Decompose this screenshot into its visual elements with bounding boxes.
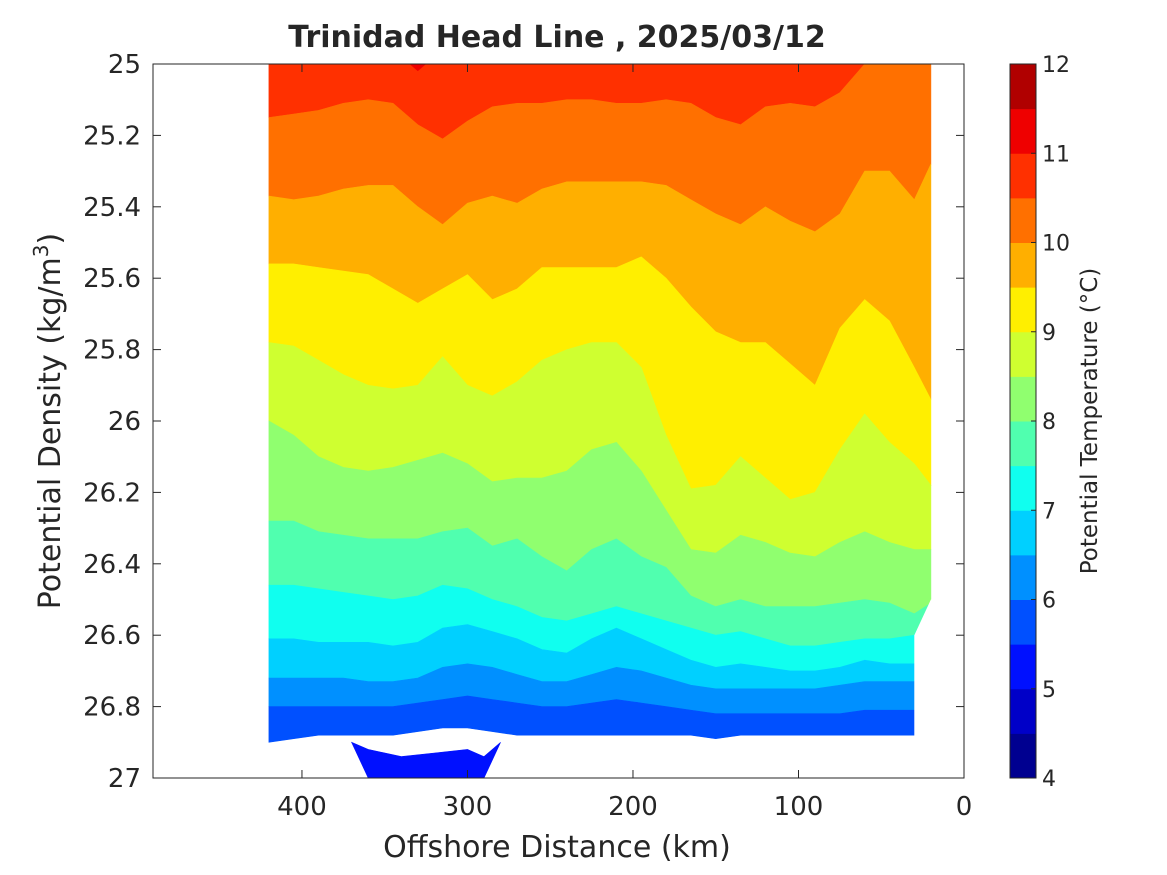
y-tick-label: 27 xyxy=(108,764,141,794)
colorbar-tick-label: 10 xyxy=(1042,232,1070,257)
y-axis: 25 25.2 25.4 25.6 25.8 26 26.2 26.4 26.6 26.8 27 xyxy=(83,50,964,794)
y-tick-label: 26.8 xyxy=(83,693,141,723)
y-tick-label: 26 xyxy=(108,407,141,437)
colorbar-segment xyxy=(1010,331,1036,377)
y-tick-label: 25.4 xyxy=(83,193,141,223)
chart-title: Trinidad Head Line , 2025/03/12 xyxy=(288,20,825,55)
x-axis-label: Offshore Distance (km) xyxy=(383,830,731,865)
colorbar-segment xyxy=(1010,153,1036,199)
colorbar-tick-label: 6 xyxy=(1042,589,1056,614)
x-axis: 400 300 200 100 0 xyxy=(277,64,972,822)
x-tick-label: 200 xyxy=(608,792,658,822)
y-axis-label-end: ) xyxy=(33,233,68,245)
colorbar-segment xyxy=(1010,197,1036,243)
colorbar-segment xyxy=(1010,510,1036,556)
colorbar-tick-label: 8 xyxy=(1042,410,1056,435)
y-tick-label: 25.2 xyxy=(83,121,141,151)
x-tick-label: 0 xyxy=(956,792,973,822)
colorbar-segment xyxy=(1010,376,1036,422)
x-tick-label: 100 xyxy=(774,792,824,822)
y-axis-label-superscript: 3 xyxy=(29,244,53,257)
colorbar-segment xyxy=(1010,465,1036,511)
colorbar-segment xyxy=(1010,599,1036,645)
colorbar-tick-label: 12 xyxy=(1042,53,1070,78)
y-axis-label: Potential Density (kg/m3) xyxy=(29,233,68,609)
colorbar-tick-label: 11 xyxy=(1042,142,1070,167)
colorbar-segment xyxy=(1010,554,1036,600)
colorbar-segment xyxy=(1010,733,1036,779)
colorbar: 4 5 6 7 8 9 10 11 12 xyxy=(1009,53,1070,792)
y-tick-label: 26.4 xyxy=(83,550,141,580)
colorbar-tick-label: 5 xyxy=(1042,678,1056,703)
y-tick-label: 25 xyxy=(108,50,141,80)
colorbar-segment xyxy=(1010,64,1036,110)
y-axis-label-main: Potential Density (kg/m xyxy=(33,257,68,609)
colorbar-segment xyxy=(1010,287,1036,333)
y-tick-label: 25.8 xyxy=(83,336,141,366)
y-tick-label: 26.2 xyxy=(83,478,141,508)
colorbar-segment xyxy=(1010,688,1036,734)
colorbar-label: Potential Temperature (°C) xyxy=(1077,268,1103,575)
x-tick-label: 300 xyxy=(443,792,493,822)
contour-fill-layer xyxy=(268,63,964,779)
colorbar-segment xyxy=(1010,421,1036,467)
x-tick-label: 400 xyxy=(277,792,327,822)
colorbar-segment xyxy=(1010,242,1036,288)
colorbar-segment xyxy=(1010,644,1036,690)
no-data-mask xyxy=(914,599,964,743)
colorbar-tick-label: 4 xyxy=(1042,767,1056,792)
colorbar-segment xyxy=(1010,108,1036,154)
colorbar-tick-label: 7 xyxy=(1042,499,1056,524)
contour-deep-patch xyxy=(350,741,501,779)
y-tick-label: 26.6 xyxy=(83,621,141,651)
y-tick-label: 25.6 xyxy=(83,264,141,294)
contour-spot-11 xyxy=(409,64,427,72)
colorbar-tick-label: 9 xyxy=(1042,321,1056,346)
